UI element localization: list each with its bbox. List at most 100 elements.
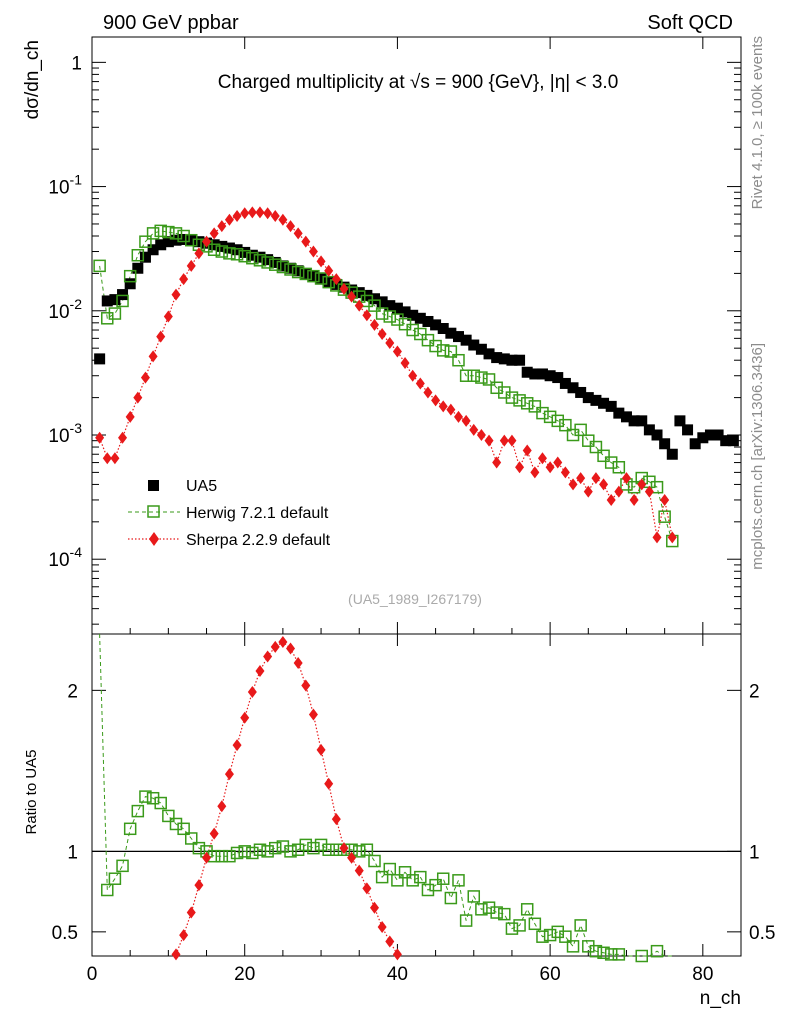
sherpa-ratio-point [186, 906, 196, 919]
herwig-point [475, 371, 488, 384]
herwig-point [207, 243, 221, 257]
herwig-point [391, 313, 404, 326]
ratio-axes: 0 20 40 60 80 0.5 0.5 1 1 2 2 [52, 634, 775, 985]
sherpa-point [118, 431, 128, 444]
sherpa-point [461, 414, 471, 427]
sherpa-point [431, 394, 441, 407]
herwig-ratio-point [452, 874, 465, 887]
herwig-point [582, 434, 595, 447]
ua5-point [254, 251, 266, 263]
ua5-point [536, 368, 548, 380]
herwig-ratio-point [444, 891, 458, 905]
main-y-tick-label: 10-2 [48, 296, 82, 323]
ua5-point [498, 353, 510, 365]
sherpa-point [102, 452, 112, 465]
sherpa-point [140, 371, 150, 384]
sherpa-ratio-point [202, 851, 212, 864]
ua5-point [529, 368, 541, 380]
legend-marker-herwig [147, 505, 160, 518]
herwig-ratio-point [375, 870, 389, 884]
sherpa-point [301, 235, 311, 248]
herwig-ratio-point [429, 878, 442, 892]
ua5-point [666, 448, 678, 460]
ua5-point [246, 249, 258, 261]
sherpa-point [614, 485, 624, 498]
rivet-label: Rivet 4.1.0, ≥ 100k events [749, 36, 766, 209]
sherpa-point [270, 209, 280, 222]
sherpa-point [125, 410, 135, 423]
ua5-point [292, 265, 304, 277]
sherpa-ratio-point [270, 640, 280, 653]
sherpa-point [316, 255, 326, 268]
x-tick-label: 40 [387, 964, 408, 985]
herwig-point [658, 510, 671, 523]
ratio-y-tick-label: 2 [67, 681, 78, 702]
sherpa-point [446, 403, 456, 416]
herwig-point [551, 414, 565, 428]
sherpa-ratio-point [316, 743, 326, 756]
sherpa-ratio-point [362, 882, 372, 895]
sherpa-point [186, 259, 196, 272]
herwig-point [261, 256, 274, 269]
ua5-point [139, 251, 151, 263]
ua5-point [559, 377, 571, 389]
herwig-ratio-point [505, 922, 519, 935]
herwig-point [101, 312, 114, 325]
mcplots-label: mcplots.cern.ch [arXiv:1306.3436] [749, 343, 766, 570]
herwig-ratio-point [406, 874, 419, 887]
sherpa-ratio-point [339, 842, 349, 855]
sherpa-point [156, 330, 166, 343]
sherpa-ratio-point [224, 768, 234, 781]
herwig-point [307, 269, 320, 283]
herwig-point [436, 344, 450, 357]
ua5-point [422, 315, 434, 327]
ua5-point [277, 260, 289, 272]
ua5-point [452, 331, 464, 343]
sherpa-point [621, 472, 631, 485]
ua5-point [575, 386, 587, 398]
herwig-ratio-point [131, 804, 145, 818]
herwig-point [177, 229, 190, 243]
ua5-point [430, 319, 442, 331]
herwig-point [490, 381, 503, 395]
ua5-point [445, 327, 457, 339]
herwig-ratio-point [299, 838, 313, 852]
herwig-ratio-point [185, 832, 198, 845]
herwig-point [505, 391, 519, 404]
herwig-point [299, 267, 313, 281]
herwig-ratio-point [360, 843, 374, 856]
sherpa-point [293, 227, 303, 240]
header-left: 900 GeV ppbar [103, 12, 239, 34]
herwig-point [223, 247, 236, 260]
ua5-point [285, 262, 297, 274]
sherpa-point [263, 207, 273, 220]
ratio-y-tick-label: 0.5 [52, 923, 78, 944]
herwig-ratio-point [398, 866, 412, 879]
herwig-ratio-point [635, 949, 648, 963]
herwig-ratio-point [116, 859, 129, 873]
sherpa-point [629, 493, 639, 506]
ua5-point [582, 392, 594, 404]
herwig-ratio-point [192, 841, 206, 855]
herwig-ratio-point [101, 883, 114, 897]
sherpa-ratio-point [217, 800, 227, 813]
herwig-point [597, 449, 610, 463]
sherpa-point [163, 310, 173, 323]
ua5-point [315, 273, 327, 285]
herwig-point [368, 299, 381, 312]
herwig-point [559, 418, 572, 432]
ratio-y-tick-label-right: 1 [749, 842, 760, 863]
sherpa-point [362, 309, 372, 322]
main-y-tick-label: 10-3 [48, 420, 82, 447]
sherpa-point [606, 493, 616, 506]
sherpa-point [545, 461, 555, 474]
herwig-point [185, 233, 198, 247]
sherpa-ratio-point [194, 879, 204, 892]
herwig-ratio-point [650, 944, 664, 958]
sherpa-point [476, 429, 486, 441]
herwig-point [246, 251, 259, 265]
herwig-ratio-point [154, 796, 167, 810]
ua5-point [307, 270, 319, 282]
sherpa-ratio-line [175, 641, 398, 955]
